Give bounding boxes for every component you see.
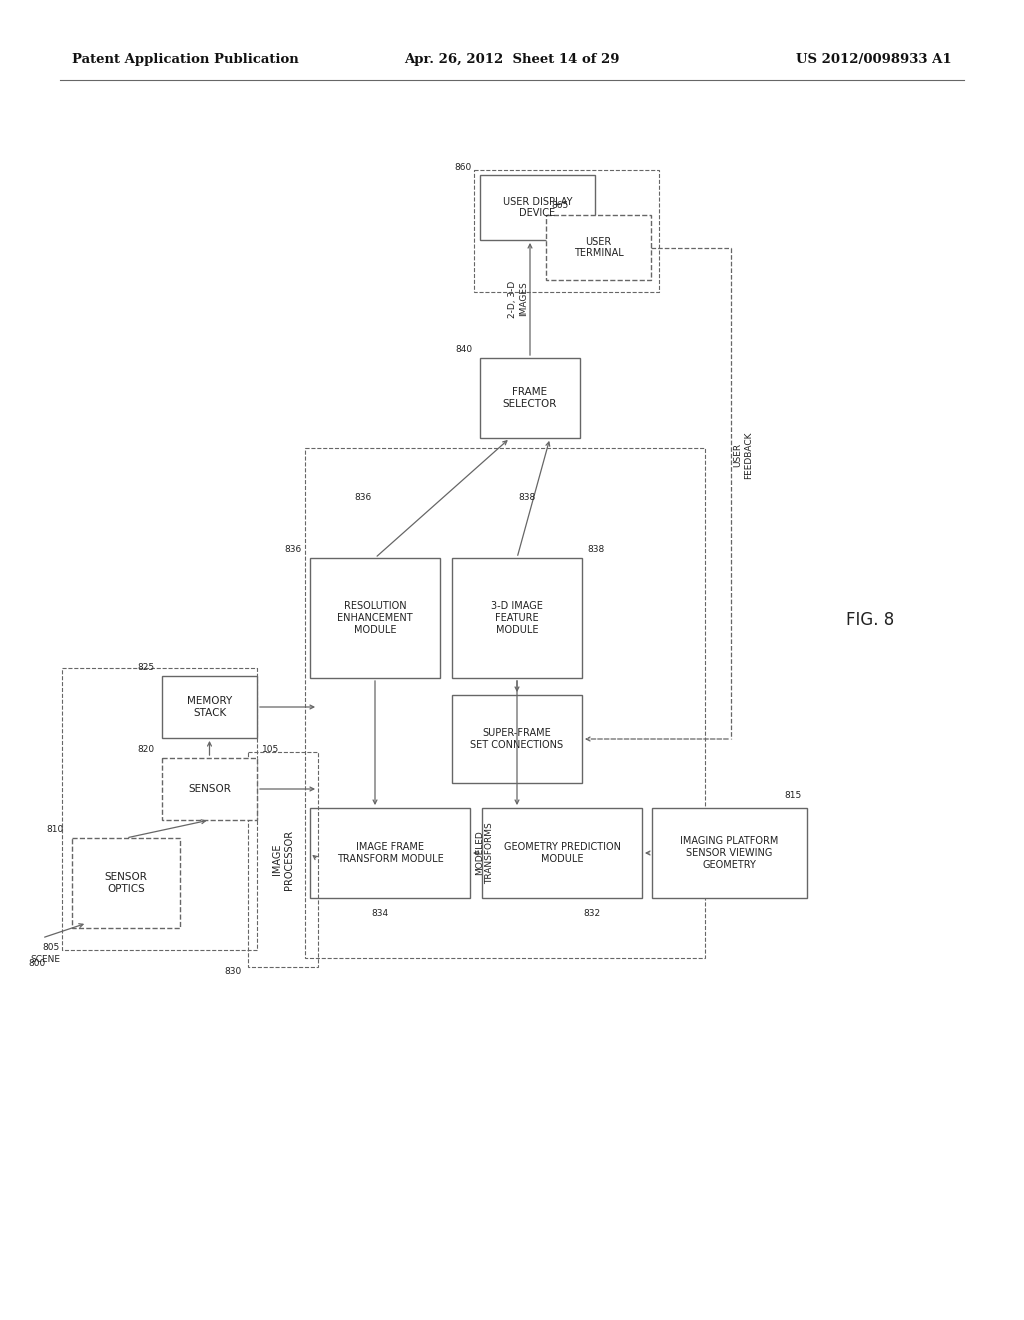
- Bar: [546, 215, 651, 280]
- Text: MODELED
TRANSFORMS: MODELED TRANSFORMS: [475, 822, 495, 884]
- Bar: [652, 808, 807, 898]
- Text: 805: 805: [43, 944, 60, 953]
- Text: 838: 838: [587, 545, 604, 554]
- Text: SUPER-FRAME
SET CONNECTIONS: SUPER-FRAME SET CONNECTIONS: [470, 729, 563, 750]
- Text: IMAGING PLATFORM
SENSOR VIEWING
GEOMETRY: IMAGING PLATFORM SENSOR VIEWING GEOMETRY: [680, 837, 778, 870]
- Text: 815: 815: [784, 792, 802, 800]
- Bar: [480, 176, 595, 240]
- Text: IMAGE
PROCESSOR: IMAGE PROCESSOR: [272, 829, 294, 890]
- Text: 825: 825: [137, 664, 154, 672]
- Text: FRAME
SELECTOR: FRAME SELECTOR: [503, 387, 557, 409]
- Bar: [310, 558, 440, 678]
- Bar: [474, 170, 659, 292]
- Text: US 2012/0098933 A1: US 2012/0098933 A1: [797, 54, 952, 66]
- Bar: [452, 696, 582, 783]
- Text: IMAGE FRAME
TRANSFORM MODULE: IMAGE FRAME TRANSFORM MODULE: [337, 842, 443, 863]
- Bar: [480, 358, 580, 438]
- Text: 860: 860: [455, 162, 472, 172]
- Text: 830: 830: [224, 968, 242, 977]
- Text: 840: 840: [455, 346, 472, 355]
- Bar: [72, 838, 180, 928]
- Bar: [162, 758, 257, 820]
- Text: USER
FEEDBACK: USER FEEDBACK: [733, 432, 753, 479]
- Bar: [248, 752, 318, 968]
- Text: 836: 836: [285, 545, 302, 554]
- Text: 836: 836: [354, 494, 372, 503]
- Text: 832: 832: [584, 909, 600, 919]
- Text: Apr. 26, 2012  Sheet 14 of 29: Apr. 26, 2012 Sheet 14 of 29: [404, 54, 620, 66]
- Text: USER DISPLAY
DEVICE: USER DISPLAY DEVICE: [503, 197, 572, 218]
- Bar: [482, 808, 642, 898]
- Text: 820: 820: [137, 746, 154, 755]
- Bar: [310, 808, 470, 898]
- Text: 834: 834: [372, 909, 388, 919]
- Text: SENSOR
OPTICS: SENSOR OPTICS: [104, 873, 147, 894]
- Text: 810: 810: [47, 825, 63, 834]
- Text: MEMORY
STACK: MEMORY STACK: [186, 696, 232, 718]
- Text: RESOLUTION
ENHANCEMENT
MODULE: RESOLUTION ENHANCEMENT MODULE: [337, 602, 413, 635]
- Bar: [62, 668, 257, 950]
- Text: SENSOR: SENSOR: [188, 784, 231, 795]
- Text: 865: 865: [551, 201, 568, 210]
- Bar: [305, 447, 705, 958]
- Text: GEOMETRY PREDICTION
MODULE: GEOMETRY PREDICTION MODULE: [504, 842, 621, 863]
- Text: 2-D, 3-D
IMAGES: 2-D, 3-D IMAGES: [508, 280, 527, 318]
- Bar: [452, 558, 582, 678]
- Text: Patent Application Publication: Patent Application Publication: [72, 54, 299, 66]
- Text: 800: 800: [29, 958, 46, 968]
- Text: 838: 838: [518, 494, 536, 503]
- Text: SCENE: SCENE: [30, 956, 60, 965]
- Bar: [162, 676, 257, 738]
- Text: 3-D IMAGE
FEATURE
MODULE: 3-D IMAGE FEATURE MODULE: [492, 602, 543, 635]
- Text: USER
TERMINAL: USER TERMINAL: [573, 236, 624, 259]
- Text: 105: 105: [262, 746, 280, 755]
- Text: FIG. 8: FIG. 8: [846, 611, 894, 630]
